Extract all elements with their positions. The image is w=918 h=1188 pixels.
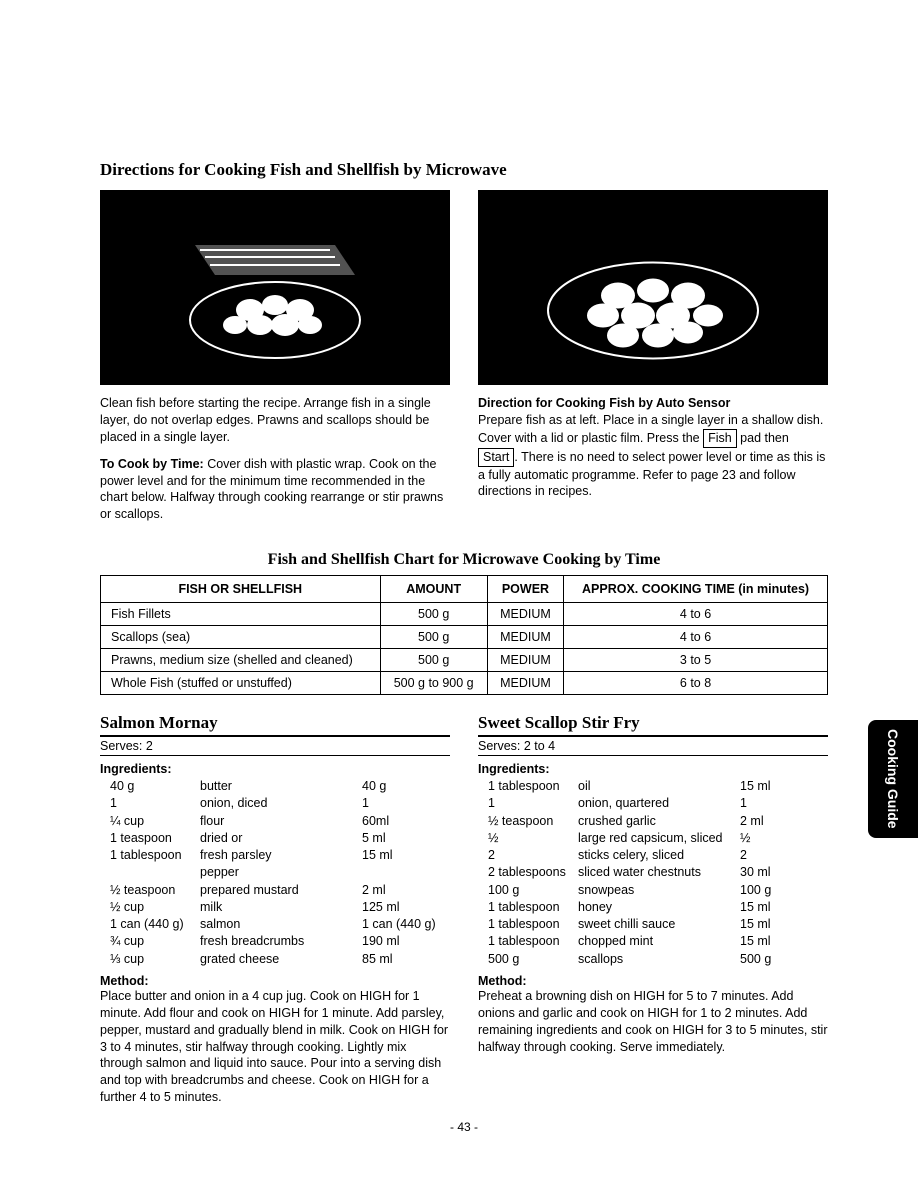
ingredient-row: 2sticks celery, sliced2 [478, 847, 828, 864]
table-row: Scallops (sea)500 gMEDIUM4 to 6 [101, 626, 828, 649]
table-row: Prawns, medium size (shelled and cleaned… [101, 649, 828, 672]
ingredient-row: 2 tablespoonssliced water chestnuts30 ml [478, 864, 828, 881]
photo-left [100, 190, 450, 385]
method-label: Method: [478, 974, 828, 988]
left-para-2: To Cook by Time: Cover dish with plastic… [100, 456, 450, 524]
recipe-salmon: Salmon Mornay Serves: 2 Ingredients: 40 … [100, 713, 450, 1106]
ingredient-row: ½ cupmilk125 ml [100, 899, 450, 916]
ingredient-row: 40 gbutter40 g [100, 778, 450, 795]
ingredient-row: ¾ cupfresh breadcrumbs190 ml [100, 933, 450, 950]
ingredient-row: 1 tablespoonoil15 ml [478, 778, 828, 795]
ingredient-row: ½ teaspooncrushed garlic2 ml [478, 813, 828, 830]
recipe-serves: Serves: 2 [100, 737, 450, 756]
start-pad: Start [478, 448, 514, 467]
right-heading: Direction for Cooking Fish by Auto Senso… [478, 396, 730, 410]
ingredient-row: pepper [100, 864, 450, 881]
recipe-serves: Serves: 2 to 4 [478, 737, 828, 756]
side-tab: Cooking Guide [868, 720, 918, 838]
left-column: Clean fish before starting the recipe. A… [100, 190, 450, 533]
ingredient-row: ⅓ cupgrated cheese85 ml [100, 951, 450, 968]
ingredient-row: 1onion, quartered1 [478, 795, 828, 812]
ingredient-row: ¼ cupflour60ml [100, 813, 450, 830]
recipe-title: Salmon Mornay [100, 713, 450, 737]
ingredient-row: 100 gsnowpeas100 g [478, 882, 828, 899]
chart-title: Fish and Shellfish Chart for Microwave C… [100, 551, 828, 569]
ingredients-label: Ingredients: [478, 762, 828, 776]
recipe-scallop: Sweet Scallop Stir Fry Serves: 2 to 4 In… [478, 713, 828, 1106]
ingredient-row: 1 tablespoonfresh parsley15 ml [100, 847, 450, 864]
ingredient-row: ½large red capsicum, sliced½ [478, 830, 828, 847]
method-text: Preheat a browning dish on HIGH for 5 to… [478, 988, 828, 1056]
recipes-row: Salmon Mornay Serves: 2 Ingredients: 40 … [100, 713, 828, 1106]
chart-header: AMOUNT [380, 576, 487, 603]
ingredient-row: 1 tablespoonsweet chilli sauce15 ml [478, 916, 828, 933]
ingredient-row: 1 tablespoonhoney15 ml [478, 899, 828, 916]
ingredient-row: 1 tablespoonchopped mint15 ml [478, 933, 828, 950]
left-para-1: Clean fish before starting the recipe. A… [100, 395, 450, 446]
right-para: Direction for Cooking Fish by Auto Senso… [478, 395, 828, 500]
ingredients-table: 40 gbutter40 g1onion, diced1¼ cupflour60… [100, 778, 450, 968]
ingredient-row: 500 gscallops500 g [478, 951, 828, 968]
ingredient-row: 1 teaspoondried or5 ml [100, 830, 450, 847]
page-title: Directions for Cooking Fish and Shellfis… [100, 160, 828, 180]
chart-header: APPROX. COOKING TIME (in minutes) [564, 576, 828, 603]
right-column: Direction for Cooking Fish by Auto Senso… [478, 190, 828, 533]
chart-header: FISH OR SHELLFISH [101, 576, 381, 603]
chart-header: POWER [487, 576, 563, 603]
ingredient-row: ½ teaspoonprepared mustard2 ml [100, 882, 450, 899]
page-number: - 43 - [100, 1120, 828, 1134]
table-row: Fish Fillets500 gMEDIUM4 to 6 [101, 603, 828, 626]
ingredient-row: 1onion, diced1 [100, 795, 450, 812]
intro-columns: Clean fish before starting the recipe. A… [100, 190, 828, 533]
recipe-title: Sweet Scallop Stir Fry [478, 713, 828, 737]
method-label: Method: [100, 974, 450, 988]
photo-right [478, 190, 828, 385]
ingredients-label: Ingredients: [100, 762, 450, 776]
ingredient-row: 1 can (440 g)salmon1 can (440 g) [100, 916, 450, 933]
table-row: Whole Fish (stuffed or unstuffed)500 g t… [101, 672, 828, 695]
fish-pad: Fish [703, 429, 737, 448]
ingredients-table: 1 tablespoonoil15 ml1onion, quartered1½ … [478, 778, 828, 968]
cooking-chart: FISH OR SHELLFISH AMOUNT POWER APPROX. C… [100, 575, 828, 695]
method-text: Place butter and onion in a 4 cup jug. C… [100, 988, 450, 1106]
